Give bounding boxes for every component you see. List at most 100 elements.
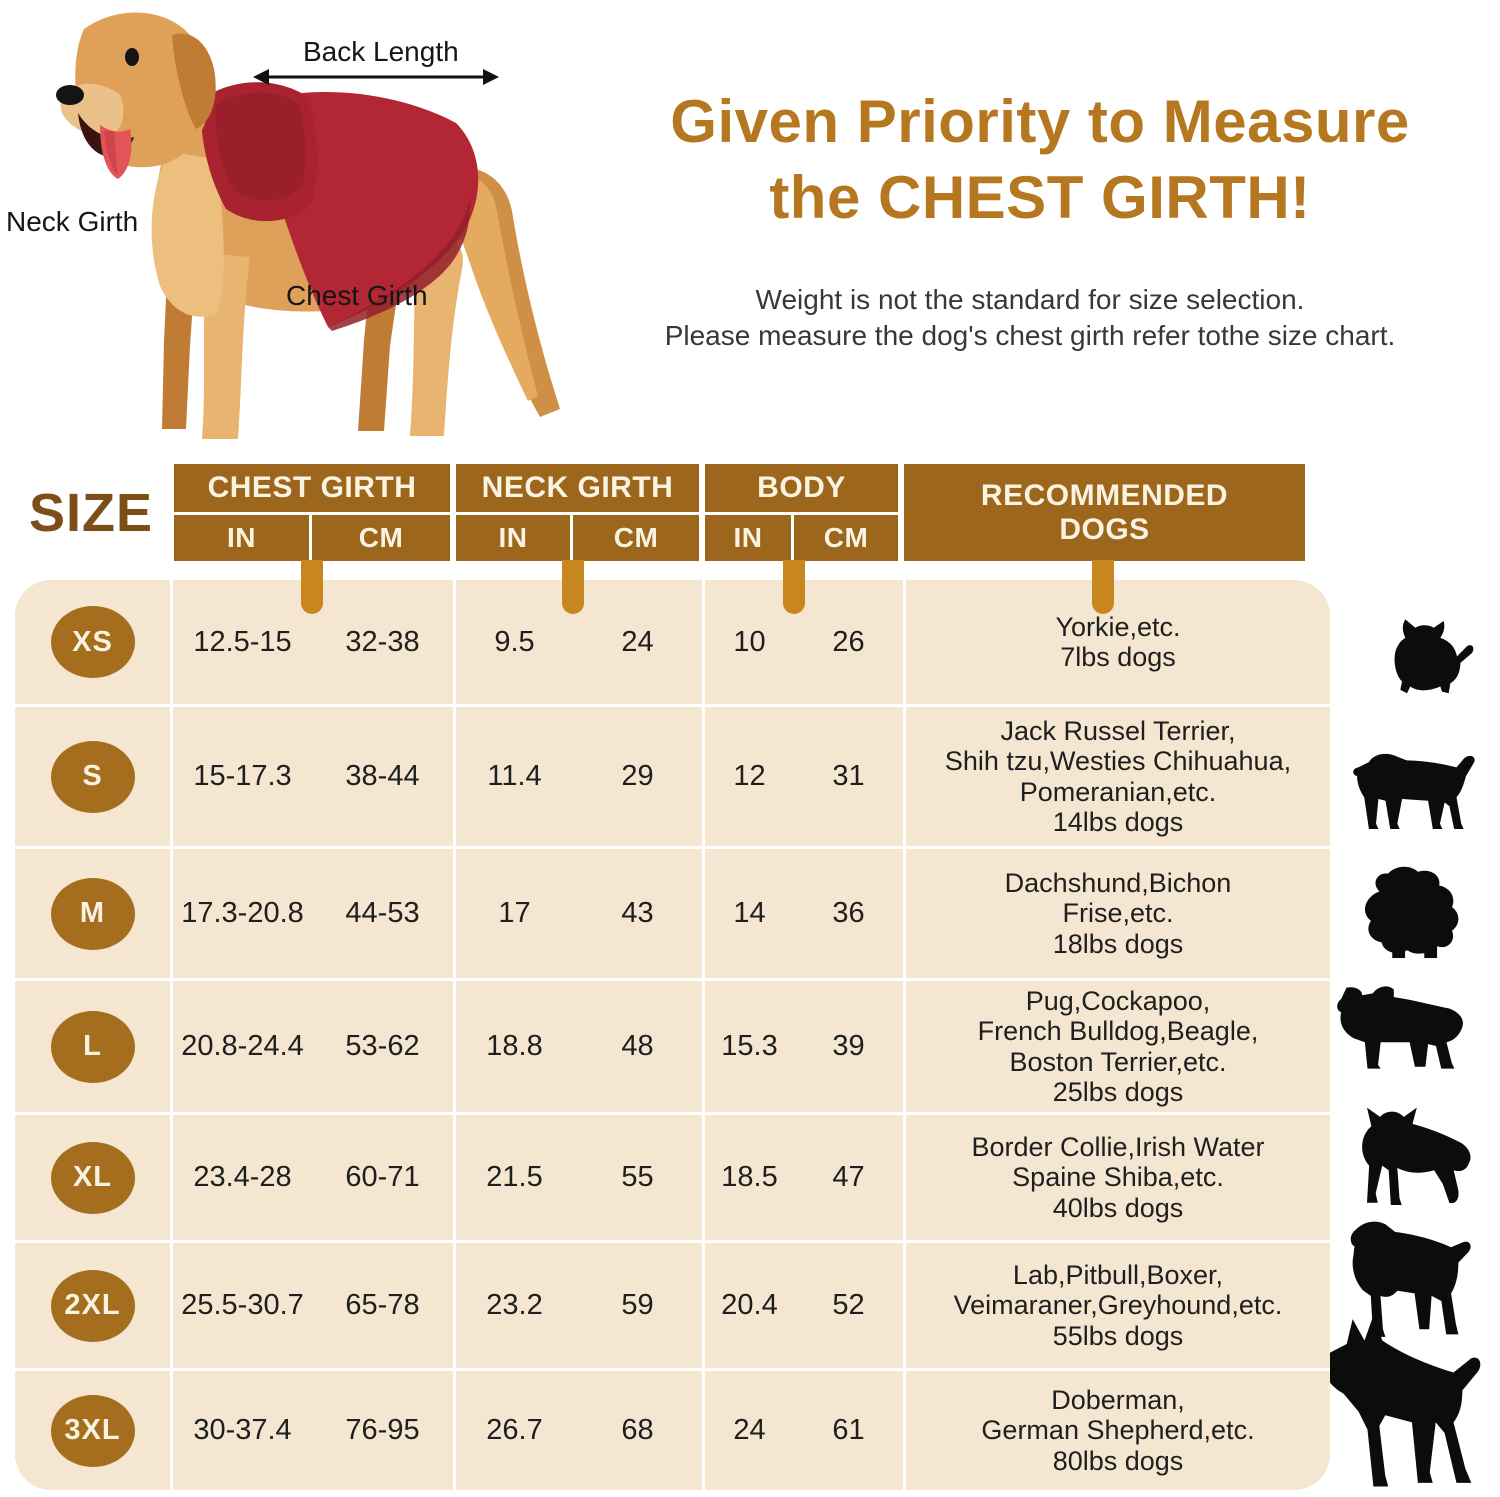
recommended-dogs-value: Doberman, German Shepherd,etc. 80lbs dogs [903, 1371, 1330, 1490]
recommended-dogs-header-line2: DOGS [1059, 512, 1150, 546]
neck-girth-cm-value: 59 [621, 1289, 654, 1321]
size-cell: XS [15, 580, 170, 704]
table-row: XS 12.5-15 32-38 9.5 24 10 26 Yorkie,etc… [15, 580, 1330, 704]
pointer-tab-body [783, 560, 805, 614]
chest-girth-in-header: IN [174, 515, 309, 561]
page-title-line2: the CHEST GIRTH! [769, 163, 1311, 231]
chest-girth-in-value: 17.3-20.8 [170, 849, 312, 978]
size-cell: XL [15, 1115, 170, 1240]
chest-girth-cm-value: 53-62 [345, 1030, 420, 1062]
recommended-dogs-header-line1: RECOMMENDED [980, 478, 1229, 512]
body-in-header: IN [705, 515, 791, 561]
body-in-value: 15.3 [702, 981, 794, 1112]
page-subtitle-line2: Please measure the dog's chest girth ref… [664, 320, 1396, 352]
chest-girth-in-value: 12.5-15 [170, 580, 312, 704]
chest-girth-cm-value: 76-95 [345, 1414, 420, 1446]
neck-girth-cm-value: 48 [621, 1030, 654, 1062]
recommended-dogs-value: Jack Russel Terrier, Shih tzu,Westies Chi… [903, 707, 1330, 846]
body-cm-value: 52 [832, 1289, 865, 1321]
table-row: S 15-17.3 38-44 11.4 29 12 31 Jack Russe… [15, 704, 1330, 846]
chest-girth-cm-value: 38-44 [345, 760, 420, 792]
body-cm-value: 36 [832, 897, 865, 929]
border-collie-silhouette [1362, 1107, 1471, 1206]
recommended-dogs-value: Border Collie,Irish Water Spaine Shiba,et… [903, 1115, 1330, 1240]
page-title: Given Priority to Measure the CHEST GIRT… [600, 84, 1480, 235]
neck-girth-in-value: 21.5 [453, 1115, 573, 1240]
page-subtitle: Weight is not the standard for size sele… [560, 282, 1500, 355]
size-badge: XL [50, 1141, 135, 1214]
back-length-label: Back Length [303, 36, 459, 67]
body-group-header: BODY [705, 464, 898, 512]
table-row: L 20.8-24.4 53-62 18.8 48 15.3 39 Pug,Co… [15, 978, 1330, 1112]
body-in-value: 18.5 [702, 1115, 794, 1240]
neck-girth-in-value: 23.2 [453, 1243, 573, 1368]
pointer-tab-recommended [1092, 560, 1114, 614]
size-badge: 2XL [50, 1269, 135, 1342]
body-cm-value: 31 [832, 760, 865, 792]
french-bulldog-silhouette [1337, 986, 1463, 1069]
recommended-dogs-value: Dachshund,Bichon Frise,etc. 18lbs dogs [903, 849, 1330, 978]
chest-girth-in-value: 30-37.4 [170, 1371, 312, 1490]
chest-girth-in-value: 20.8-24.4 [170, 981, 312, 1112]
bichon-silhouette [1365, 866, 1459, 959]
chest-girth-group-header: CHEST GIRTH [174, 464, 450, 512]
body-cm-value: 61 [832, 1414, 865, 1446]
chest-girth-cm-value: 32-38 [345, 625, 420, 658]
neck-girth-in-value: 17 [453, 849, 573, 978]
page-title-line1: Given Priority to Measure [670, 88, 1410, 155]
table-row: 2XL 25.5-30.7 65-78 23.2 59 20.4 52 Lab,… [15, 1240, 1330, 1368]
chest-girth-in-value: 23.4-28 [170, 1115, 312, 1240]
body-in-value: 10 [702, 580, 794, 704]
page-subtitle-line1: Weight is not the standard for size sele… [755, 284, 1305, 315]
chest-girth-in-value: 15-17.3 [170, 707, 312, 846]
size-cell: 2XL [15, 1243, 170, 1368]
back-length-arrow-icon [253, 69, 499, 85]
body-cm-value: 26 [832, 625, 865, 658]
size-badge: S [50, 740, 135, 813]
chest-girth-in-value: 25.5-30.7 [170, 1243, 312, 1368]
neck-girth-cm-value: 43 [621, 897, 654, 929]
size-cell: L [15, 981, 170, 1112]
neck-girth-cm-value: 68 [621, 1414, 654, 1446]
body-in-value: 20.4 [702, 1243, 794, 1368]
yorkie-silhouette [1394, 619, 1474, 694]
table-row: M 17.3-20.8 44-53 17 43 14 36 Dachshund,… [15, 846, 1330, 978]
pointer-tab-chest [301, 560, 323, 614]
body-cm-value: 47 [832, 1161, 865, 1193]
neck-girth-cm-value: 24 [621, 625, 654, 658]
table-row: XL 23.4-28 60-71 21.5 55 18.5 47 Border … [15, 1112, 1330, 1240]
chest-girth-cm-value: 44-53 [345, 897, 420, 929]
jack-russell-silhouette [1353, 753, 1475, 829]
chest-girth-cm-value: 65-78 [345, 1289, 420, 1321]
chest-girth-cm-value: 60-71 [345, 1161, 420, 1193]
body-in-value: 24 [702, 1371, 794, 1490]
size-badge: L [50, 1010, 135, 1083]
neck-girth-in-value: 9.5 [453, 580, 573, 704]
table-row: 3XL 30-37.4 76-95 26.7 68 24 61 Doberman… [15, 1368, 1330, 1490]
size-badge: XS [50, 606, 135, 678]
recommended-dogs-value: Lab,Pitbull,Boxer, Veimaraner,Greyhound,e… [903, 1243, 1330, 1368]
recommended-dogs-value: Pug,Cockapoo, French Bulldog,Beagle, Bosto… [903, 981, 1330, 1112]
size-badge: 3XL [50, 1394, 135, 1467]
recommended-dogs-header: RECOMMENDED DOGS [904, 464, 1305, 561]
size-cell: S [15, 707, 170, 846]
neck-girth-in-value: 26.7 [453, 1371, 573, 1490]
golden-retriever-photo [56, 12, 560, 439]
doberman-silhouette [1321, 1315, 1481, 1487]
size-table-body: XS 12.5-15 32-38 9.5 24 10 26 Yorkie,etc… [15, 580, 1330, 1490]
neck-girth-in-header: IN [456, 515, 570, 561]
body-cm-value: 39 [832, 1030, 865, 1062]
recommended-dogs-value: Yorkie,etc. 7lbs dogs [903, 580, 1330, 704]
neck-girth-group-header: NECK GIRTH [456, 464, 699, 512]
size-cell: M [15, 849, 170, 978]
size-badge: M [50, 877, 135, 950]
neck-girth-in-value: 11.4 [453, 707, 573, 846]
neck-girth-cm-header: CM [573, 515, 699, 561]
chest-girth-label: Chest Girth [286, 280, 428, 311]
spaniel-silhouette [1350, 1221, 1471, 1337]
body-cm-header: CM [794, 515, 898, 561]
chest-girth-cm-header: CM [312, 515, 450, 561]
body-in-value: 12 [702, 707, 794, 846]
neck-girth-in-value: 18.8 [453, 981, 573, 1112]
